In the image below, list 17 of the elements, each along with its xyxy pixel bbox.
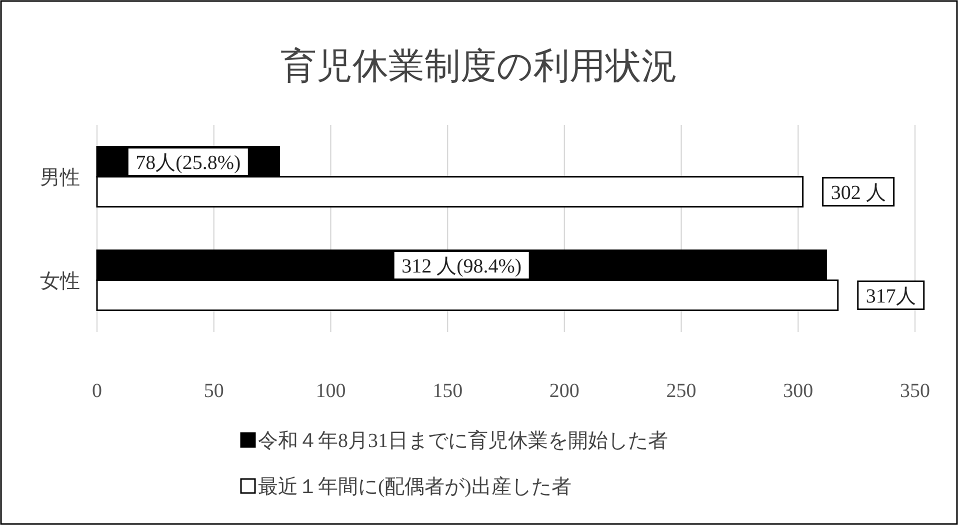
- x-tick-label: 200: [549, 380, 580, 402]
- x-tick-label: 350: [900, 380, 930, 402]
- data-label: 78人(25.8%): [136, 152, 241, 174]
- data-label: 312 人(98.4%): [402, 255, 522, 278]
- x-tick-label: 100: [316, 380, 346, 402]
- legend-label: 最近１年間に(配偶者が)出産した者: [258, 476, 572, 498]
- data-label: 317人: [866, 285, 916, 308]
- legend-label: 令和４年8月31日までに育児休業を開始した者: [258, 429, 668, 452]
- x-tick-label: 50: [204, 380, 224, 402]
- x-tick-label: 150: [432, 380, 463, 402]
- x-tick-label: 250: [666, 380, 696, 402]
- chart-title: 育児休業制度の利用状況: [280, 46, 678, 86]
- y-tick-label: 女性: [40, 270, 80, 292]
- data-label: 302 人: [830, 182, 886, 204]
- x-tick-label: 300: [783, 380, 814, 402]
- y-tick-label: 男性: [40, 166, 80, 189]
- x-tick-label: 0: [92, 380, 102, 402]
